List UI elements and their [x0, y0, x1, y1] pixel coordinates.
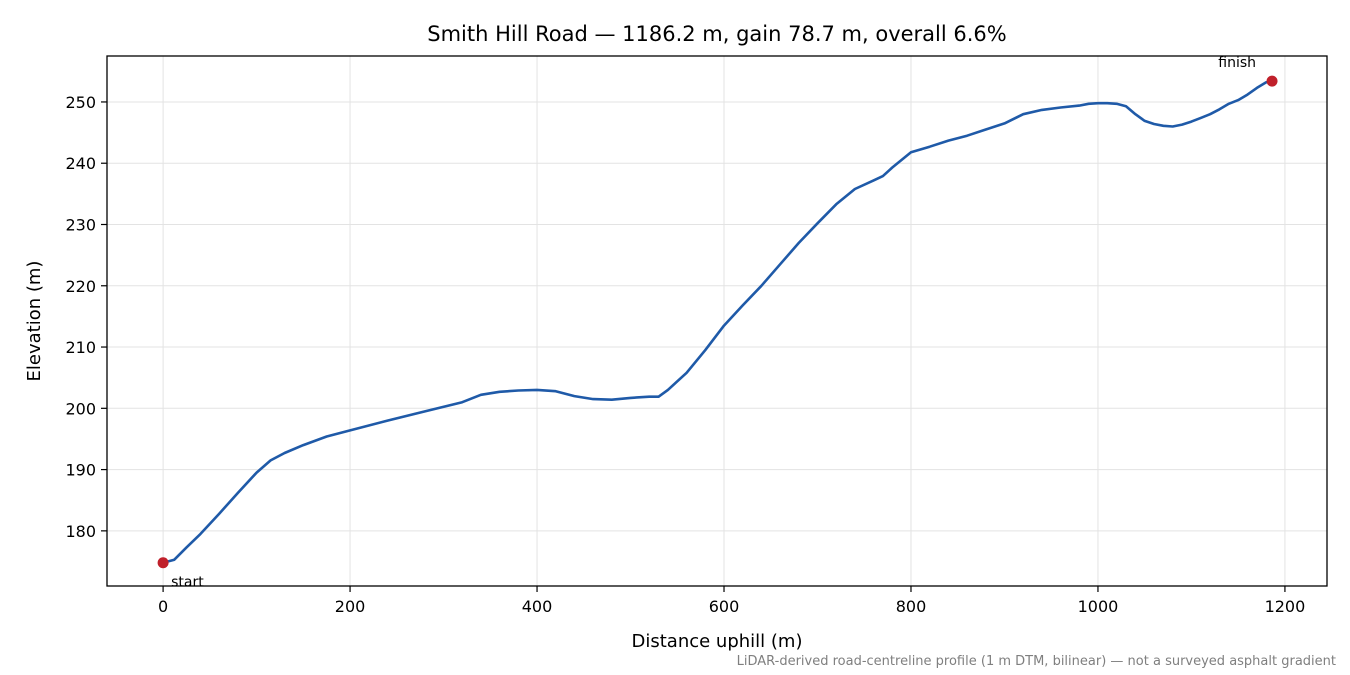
x-tick-label: 800 — [896, 597, 927, 616]
y-tick-label: 250 — [65, 93, 96, 112]
finish-marker — [1266, 75, 1278, 87]
chart-title: Smith Hill Road — 1186.2 m, gain 78.7 m,… — [427, 22, 1006, 46]
x-tick-label: 600 — [709, 597, 740, 616]
y-tick-label: 230 — [65, 215, 96, 234]
start-marker — [157, 557, 169, 569]
y-tick-label: 220 — [65, 277, 96, 296]
grid — [107, 56, 1327, 586]
y-tick-label: 210 — [65, 338, 96, 357]
x-tick-label: 1200 — [1265, 597, 1306, 616]
start-label: start — [171, 575, 204, 591]
footnote: LiDAR-derived road-centreline profile (1… — [737, 654, 1336, 669]
plot-area — [161, 79, 1274, 565]
x-tick-label: 400 — [522, 597, 553, 616]
finish-label: finish — [1218, 55, 1256, 71]
y-tick-label: 240 — [65, 154, 96, 173]
elevation-profile-line — [161, 79, 1274, 565]
plot-frame — [106, 55, 1328, 587]
x-tick-label: 200 — [335, 597, 366, 616]
x-tick-label: 0 — [158, 597, 168, 616]
y-tick-label: 190 — [65, 461, 96, 480]
x-axis-label: Distance uphill (m) — [632, 631, 803, 652]
y-axis-label: Elevation (m) — [24, 261, 45, 382]
x-tick-label: 1000 — [1078, 597, 1119, 616]
axis-ticks: 0 200 400 600 800 1000 1200 180 190 200 210 220 230 2… — [65, 93, 1305, 616]
endpoint-markers: start finish — [157, 55, 1278, 591]
y-tick-label: 200 — [65, 399, 96, 418]
y-tick-label: 180 — [65, 522, 96, 541]
